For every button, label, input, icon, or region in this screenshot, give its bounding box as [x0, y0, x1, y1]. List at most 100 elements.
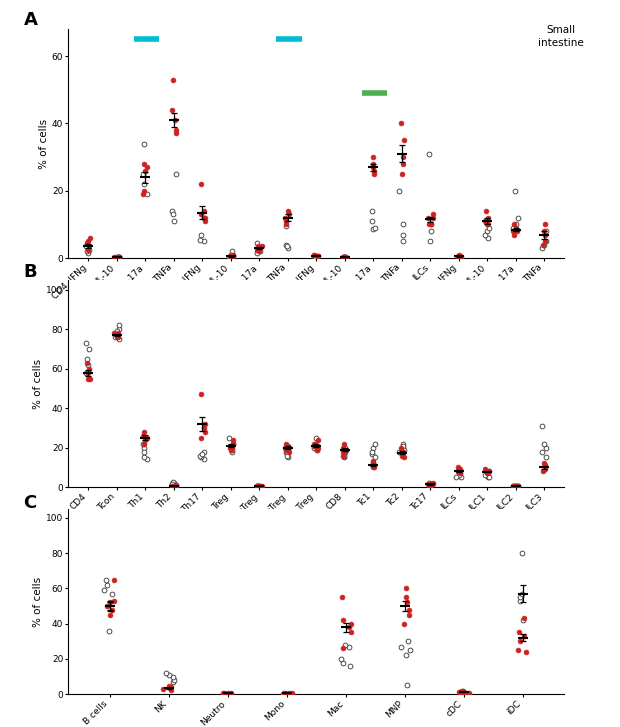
Point [253, 481, 263, 492]
Point [521, 646, 531, 658]
Point [519, 630, 529, 642]
Point [171, 481, 181, 492]
Point [424, 219, 434, 230]
Point [257, 241, 267, 252]
Point [112, 252, 122, 263]
Point [167, 684, 177, 696]
Point [509, 219, 519, 230]
Point [196, 178, 206, 190]
Point [168, 73, 178, 85]
Point [227, 446, 237, 457]
Point [278, 688, 288, 699]
Point [508, 222, 518, 233]
Point [286, 688, 296, 700]
Point [455, 467, 465, 479]
Point [167, 478, 177, 490]
Y-axis label: % of cells: % of cells [39, 119, 49, 169]
Point [510, 229, 520, 241]
Point [340, 252, 350, 263]
Point [170, 480, 180, 491]
Point [456, 686, 466, 697]
Point [313, 250, 323, 262]
Point [285, 446, 294, 457]
Point [281, 238, 291, 250]
Point [426, 478, 436, 490]
Point [402, 680, 412, 691]
Point [310, 438, 320, 449]
Point [281, 443, 291, 455]
Point [456, 686, 466, 698]
Point [456, 252, 466, 263]
Point [226, 688, 236, 699]
Point [221, 688, 231, 700]
Point [310, 251, 320, 262]
Point [142, 188, 152, 200]
Point [81, 337, 91, 349]
Point [139, 185, 149, 196]
Point [138, 188, 148, 200]
Point [541, 236, 551, 247]
Point [512, 480, 521, 491]
Point [428, 478, 438, 490]
Point [339, 438, 349, 449]
Point [517, 588, 527, 600]
Point [345, 660, 355, 672]
Point [403, 635, 413, 647]
Point [138, 438, 148, 449]
Point [171, 480, 181, 491]
Point [370, 438, 380, 449]
Point [200, 212, 210, 223]
Point [309, 249, 319, 261]
Point [537, 446, 547, 457]
Point [220, 688, 230, 700]
Point [112, 252, 122, 263]
Point [454, 465, 464, 477]
Point [254, 481, 264, 492]
Point [539, 238, 549, 250]
Point [310, 252, 320, 263]
Point [84, 244, 94, 255]
Point [195, 234, 205, 246]
Point [112, 329, 122, 341]
Point [83, 367, 93, 379]
Point [397, 446, 407, 457]
Point [312, 443, 322, 455]
Point [370, 222, 380, 233]
Point [225, 442, 235, 454]
Point [338, 252, 348, 263]
Point [84, 363, 94, 374]
Point [170, 479, 180, 491]
Point [139, 438, 149, 449]
Point [221, 688, 231, 699]
Point [370, 451, 380, 463]
Point [394, 185, 404, 196]
Point [401, 582, 411, 594]
Point [454, 252, 464, 263]
Point [369, 462, 379, 473]
Point [225, 251, 235, 262]
Point [200, 215, 210, 227]
Point [483, 471, 493, 483]
Point [368, 462, 378, 473]
Point [510, 185, 520, 196]
Point [281, 215, 291, 227]
Point [140, 434, 150, 446]
Point [312, 443, 322, 455]
Point [171, 124, 181, 136]
Text: B: B [24, 263, 37, 281]
Point [508, 481, 518, 492]
Point [484, 465, 494, 477]
Point [339, 251, 349, 262]
Point [460, 687, 470, 699]
Point [540, 462, 550, 473]
Point [107, 603, 117, 615]
Text: A: A [24, 11, 37, 29]
Point [397, 450, 407, 462]
Point [223, 688, 233, 699]
Point [424, 479, 434, 491]
Point [102, 601, 112, 612]
Point [397, 442, 407, 454]
Point [85, 232, 95, 244]
Point [196, 229, 206, 241]
Point [227, 251, 237, 262]
